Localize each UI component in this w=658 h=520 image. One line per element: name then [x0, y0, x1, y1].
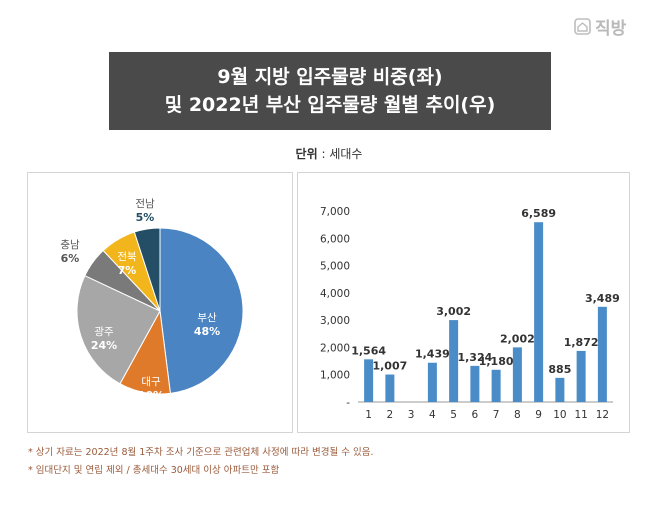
house-icon — [574, 18, 591, 35]
bar-value-label-9: 6,589 — [521, 207, 556, 220]
unit-key: 단위 — [295, 147, 318, 161]
y-tick-label-0: - — [346, 397, 350, 409]
pie-slice-2 — [76, 274, 161, 385]
x-tick-label-12: 12 — [596, 409, 609, 421]
bar-value-label-11: 1,872 — [564, 336, 599, 349]
pie-label-value-0: 48% — [194, 325, 220, 338]
x-tick-label-10: 10 — [553, 409, 566, 421]
bar-1 — [364, 359, 374, 402]
bar-value-label-4: 1,439 — [415, 348, 450, 361]
x-tick-label-4: 4 — [429, 409, 436, 421]
title-line-1: 9월 지방 입주물량 비중(좌) — [217, 66, 443, 88]
pie-label-name-3: 충남 — [60, 239, 80, 251]
y-tick-label-1: 1,000 — [320, 370, 350, 382]
bar-9 — [534, 222, 544, 402]
bar-value-label-6: 1,324 — [457, 351, 492, 364]
bar-12 — [597, 306, 607, 402]
y-tick-label-2: 2,000 — [320, 342, 350, 354]
pie-label-name-0: 부산 — [197, 312, 217, 324]
bar-value-label-10: 885 — [548, 363, 571, 376]
bar-7 — [491, 369, 501, 402]
x-tick-label-3: 3 — [408, 409, 415, 421]
bar-11 — [576, 350, 586, 402]
y-tick-label-7: 7,000 — [320, 206, 350, 218]
y-tick-label-5: 5,000 — [320, 261, 350, 273]
bar-10 — [555, 377, 565, 402]
bar-panel: - 1,000 2,000 3,000 4,000 5,000 6,000 7,000 1,56… — [297, 172, 630, 433]
brand-logo: 직방 — [574, 14, 626, 39]
pie-label-value-5: 5% — [136, 211, 155, 224]
bar-5 — [449, 320, 459, 402]
pie-label-name-2: 광주 — [94, 326, 114, 338]
footnotes: * 상기 자료는 2022년 8월 1주차 조사 기준으로 관련업체 사정에 따… — [28, 444, 374, 480]
x-tick-label-9: 9 — [535, 409, 542, 421]
pie-label-name-5: 전남 — [135, 198, 155, 210]
pie-label-name-1: 대구 — [141, 376, 161, 388]
x-tick-label-8: 8 — [514, 409, 521, 421]
x-tick-label-11: 11 — [574, 409, 587, 421]
x-tick-label-2: 2 — [387, 409, 394, 421]
pie-panel: 부산 48% 대구 10% 광주 24% 충남 6% 전북 7% 전남 5% — [27, 172, 293, 433]
pie-label-value-2: 24% — [91, 339, 117, 352]
bar-value-label-1: 1,564 — [351, 344, 386, 357]
unit-label: 단위 : 세대수 — [0, 145, 658, 162]
pie-slice-5 — [133, 227, 161, 312]
pie-label-name-4: 전북 — [117, 251, 137, 263]
bar-value-label-12: 3,489 — [585, 292, 620, 305]
brand-name: 직방 — [595, 19, 627, 39]
footnote-2: * 임대단지 및 연립 제외 / 총세대수 30세대 이상 아파트만 포함 — [28, 465, 280, 476]
unit-separator: : — [317, 147, 330, 161]
x-tick-label-7: 7 — [493, 409, 500, 421]
bar-4 — [427, 362, 437, 402]
bar-value-label-5: 3,002 — [436, 305, 471, 318]
bar-2 — [385, 374, 395, 402]
pie-label-value-1: 10% — [138, 389, 164, 402]
x-tick-label-6: 6 — [472, 409, 479, 421]
bar-chart: - 1,000 2,000 3,000 4,000 5,000 6,000 7,000 1,56… — [320, 206, 620, 421]
bar-6 — [470, 365, 480, 402]
title-box: 9월 지방 입주물량 비중(좌) 및 2022년 부산 입주물량 월별 추이(우… — [109, 52, 551, 130]
y-tick-label-4: 4,000 — [320, 288, 350, 300]
bar-8 — [512, 347, 522, 402]
y-tick-label-3: 3,000 — [320, 315, 350, 327]
unit-value: 세대수 — [329, 147, 363, 161]
pie-slice-0 — [159, 227, 244, 394]
x-tick-label-1: 1 — [365, 409, 372, 421]
pie-label-value-3: 6% — [61, 252, 80, 265]
bar-value-label-8: 2,002 — [500, 332, 535, 345]
pie-label-value-4: 7% — [118, 264, 137, 277]
title-line-2: 및 2022년 부산 입주물량 월별 추이(우) — [164, 94, 496, 116]
footnote-1: * 상기 자료는 2022년 8월 1주차 조사 기준으로 관련업체 사정에 따… — [28, 447, 374, 458]
x-tick-label-5: 5 — [450, 409, 457, 421]
bar-value-label-7: 1,180 — [479, 355, 514, 368]
bar-value-label-2: 1,007 — [372, 360, 407, 373]
y-tick-label-6: 6,000 — [320, 233, 350, 245]
